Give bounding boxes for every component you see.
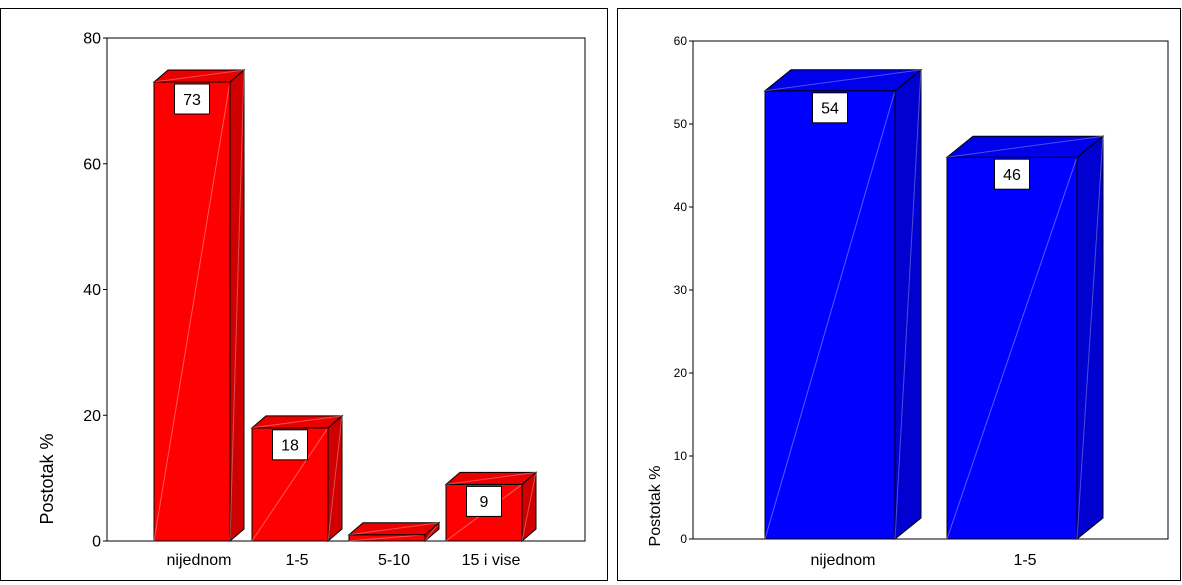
bar-sheen bbox=[251, 427, 329, 542]
bar-top-face bbox=[444, 471, 538, 485]
bar-top-sheen bbox=[946, 135, 1104, 158]
data-label-box bbox=[994, 158, 1030, 190]
bar-1-5 bbox=[250, 414, 344, 543]
y-axis-label: Postotak % bbox=[647, 466, 664, 547]
y-tick-label: 20 bbox=[674, 366, 688, 380]
chart-panel-left: 0 20 40 60 80 Postotak % 73 nijednom 18 1-5 5-10 9 1… bbox=[0, 8, 608, 581]
y-tick-label: 0 bbox=[92, 534, 101, 551]
y-tick-label: 50 bbox=[674, 117, 688, 131]
data-label-box bbox=[272, 429, 308, 461]
bar-top-sheen bbox=[348, 522, 440, 536]
data-label-box bbox=[174, 83, 210, 115]
bar-top-sheen bbox=[445, 471, 537, 485]
bar-top-sheen bbox=[764, 69, 922, 92]
bar-side-sheen bbox=[521, 472, 537, 542]
y-tick-label: 80 bbox=[83, 31, 101, 48]
x-tick-label-1-5: 1-5 bbox=[285, 552, 308, 569]
y-tick-label: 20 bbox=[83, 408, 101, 425]
bar-side-sheen bbox=[424, 522, 440, 542]
bar-sheen bbox=[153, 81, 231, 542]
bar-5-10 bbox=[347, 521, 441, 543]
data-label-box bbox=[466, 485, 502, 517]
y-tick-label: 10 bbox=[674, 449, 688, 463]
chart-panel-right: 0 10 20 30 40 50 60 Postotak % 54 nijednom 46 1-5 bbox=[617, 8, 1181, 581]
data-label-1-5: 18 bbox=[281, 438, 299, 455]
y-tick-label: 40 bbox=[674, 200, 688, 214]
bar-1-5 bbox=[945, 135, 1105, 541]
bar-side-sheen bbox=[1076, 136, 1104, 540]
bar-top-face bbox=[250, 415, 344, 429]
bar-side-sheen bbox=[327, 415, 343, 542]
data-label-15-i-vise: 9 bbox=[480, 494, 489, 511]
y-axis-label: Postotak % bbox=[37, 433, 57, 524]
bar-nijednom bbox=[763, 68, 923, 541]
x-tick-label-nijednom: nijednom bbox=[167, 552, 232, 569]
data-label-1-5: 46 bbox=[1003, 167, 1021, 184]
bar-chart-left: 0 20 40 60 80 Postotak % 73 nijednom 18 1-5 5-10 9 1… bbox=[37, 31, 586, 569]
data-label-nijednom: 54 bbox=[821, 101, 839, 118]
y-tick-label: 0 bbox=[680, 532, 687, 546]
x-tick-label-nijednom: nijednom bbox=[811, 552, 876, 569]
y-tick-label: 40 bbox=[83, 282, 101, 299]
x-tick-label-5-10: 5-10 bbox=[378, 552, 410, 569]
x-tick-label-1-5: 1-5 bbox=[1013, 552, 1036, 569]
y-tick-label: 30 bbox=[674, 283, 688, 297]
bar-chart-right: 0 10 20 30 40 50 60 Postotak % 54 nijednom 46 1-5 bbox=[647, 34, 1169, 569]
bar-sheen bbox=[348, 534, 426, 542]
bar-top-face bbox=[152, 69, 246, 83]
x-tick-label-15-i-vise: 15 i vise bbox=[462, 552, 521, 569]
bar-top-sheen bbox=[251, 415, 343, 429]
bar-nijednom bbox=[152, 68, 246, 543]
bar-sheen bbox=[946, 157, 1078, 540]
data-label-nijednom: 73 bbox=[183, 92, 201, 109]
bar-sheen bbox=[764, 90, 896, 540]
bar-side-sheen bbox=[229, 69, 245, 542]
bar-side-sheen bbox=[894, 69, 922, 540]
y-tick-label: 60 bbox=[674, 34, 688, 48]
bar-top-face bbox=[945, 135, 1105, 158]
bar-top-face bbox=[763, 69, 923, 92]
bar-top-face bbox=[347, 522, 441, 536]
bar-top-sheen bbox=[153, 69, 245, 83]
data-label-box bbox=[812, 92, 848, 124]
y-tick-label: 60 bbox=[83, 156, 101, 173]
